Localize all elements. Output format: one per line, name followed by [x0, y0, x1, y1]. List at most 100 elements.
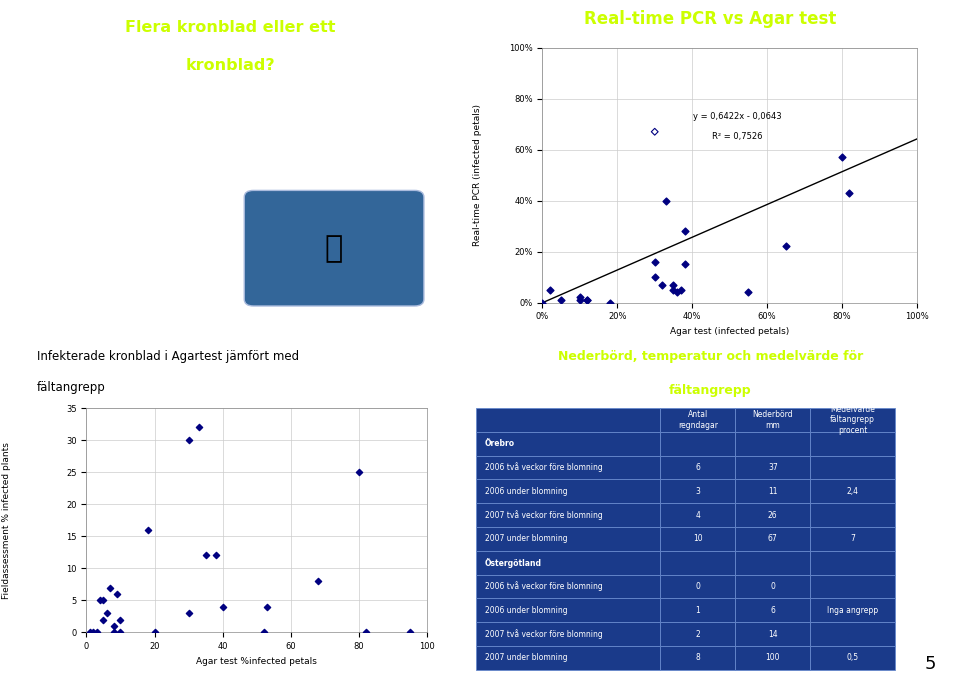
Text: kommersiell lysis buffer: kommersiell lysis buffer	[18, 248, 158, 258]
Bar	[476, 575, 660, 598]
Text: Medelvärde
fältangrepp
procent: Medelvärde fältangrepp procent	[830, 405, 876, 435]
Text: 6: 6	[695, 463, 701, 472]
Point	[602, 297, 617, 308]
Text: 2007 två veckor före blomning: 2007 två veckor före blomning	[485, 510, 603, 520]
Text: Inga angrepp: Inga angrepp	[828, 606, 878, 615]
Text: 8: 8	[696, 653, 700, 662]
X-axis label: Agar test (infected petals): Agar test (infected petals)	[670, 327, 789, 336]
Text: Nederbörd
mm: Nederbörd mm	[753, 410, 793, 430]
Bar	[810, 622, 895, 646]
Point	[113, 627, 129, 638]
Text: kronblad?: kronblad?	[185, 58, 276, 73]
Bar	[476, 503, 660, 527]
Bar	[735, 456, 810, 479]
Point	[99, 608, 114, 619]
Text: 37: 37	[768, 463, 778, 472]
Point	[572, 292, 588, 303]
Point	[647, 271, 662, 283]
Text: 2007 två veckor före blomning: 2007 två veckor före blomning	[485, 629, 603, 639]
Point	[669, 287, 684, 298]
Text: • Strategi 2 – bestämma frekvensen: • Strategi 2 – bestämma frekvensen	[18, 95, 222, 105]
Text: 5: 5	[924, 656, 936, 673]
Text: • För DNA extraktion användes en: • För DNA extraktion användes en	[18, 218, 209, 228]
Point	[85, 627, 101, 638]
Point	[191, 422, 206, 432]
Text: Örebro: Örebro	[485, 439, 516, 448]
Point	[677, 259, 692, 270]
Text: 1: 1	[696, 606, 700, 615]
Point	[96, 595, 111, 606]
Point	[92, 595, 108, 606]
FancyBboxPatch shape	[244, 190, 424, 306]
Bar	[810, 408, 895, 432]
Point	[113, 614, 129, 625]
Point	[741, 287, 756, 298]
Point	[106, 627, 121, 638]
Bar	[735, 575, 810, 598]
Text: 2,4: 2,4	[847, 487, 858, 496]
Bar	[735, 479, 810, 503]
Y-axis label: Fieldassessment % infected plants: Fieldassessment % infected plants	[3, 442, 12, 598]
Text: 100: 100	[765, 653, 780, 662]
Point	[402, 627, 418, 638]
Bar	[660, 527, 735, 551]
Text: 2007 under blomning: 2007 under blomning	[485, 653, 567, 662]
Point	[198, 550, 213, 561]
Text: 2007 under blomning: 2007 under blomning	[485, 534, 567, 543]
Text: Infekterade kronblad i Agartest jämfört med: Infekterade kronblad i Agartest jämfört …	[36, 350, 299, 363]
Point	[256, 627, 272, 638]
Bar	[476, 432, 660, 456]
Text: 2006 två veckor före blomning: 2006 två veckor före blomning	[485, 462, 603, 473]
Point	[677, 226, 692, 237]
Point	[553, 294, 568, 305]
Text: y = 0,6422x - 0,0643: y = 0,6422x - 0,0643	[693, 112, 781, 121]
Text: 0: 0	[770, 582, 776, 591]
Bar	[660, 408, 735, 432]
Point	[665, 284, 681, 295]
Text: 3: 3	[695, 487, 701, 496]
X-axis label: Agar test %infected petals: Agar test %infected petals	[197, 657, 317, 666]
Bar	[810, 479, 895, 503]
Text: 10: 10	[693, 534, 703, 543]
Y-axis label: Real-time PCR (infected petals): Real-time PCR (infected petals)	[473, 104, 483, 246]
Point	[673, 284, 688, 295]
Bar	[660, 479, 735, 503]
Point	[659, 195, 674, 206]
Point	[542, 284, 558, 295]
Point	[215, 601, 230, 612]
Point	[834, 152, 850, 163]
Point	[665, 279, 681, 290]
Text: Antal
regndagar: Antal regndagar	[678, 410, 718, 430]
Point	[535, 297, 550, 308]
Point	[647, 256, 662, 267]
Bar	[476, 408, 660, 432]
Bar	[810, 503, 895, 527]
Bar	[476, 598, 660, 622]
Bar	[660, 622, 735, 646]
Text: 2006 under blomning: 2006 under blomning	[485, 487, 567, 496]
Point	[655, 279, 670, 290]
Text: 2006 två veckor före blomning: 2006 två veckor före blomning	[485, 581, 603, 592]
Bar	[476, 646, 660, 670]
Point	[96, 614, 111, 625]
Text: infekterade kronblad (%) genom att: infekterade kronblad (%) genom att	[18, 126, 227, 136]
Text: 4: 4	[695, 511, 701, 520]
Bar	[660, 456, 735, 479]
Point	[208, 550, 224, 561]
Bar	[735, 551, 810, 575]
Bar	[735, 432, 810, 456]
Bar	[476, 551, 660, 575]
Point	[358, 627, 373, 638]
Point	[103, 582, 118, 593]
Bar	[810, 575, 895, 598]
Text: Real-time PCR vs Agar test: Real-time PCR vs Agar test	[585, 10, 836, 28]
Text: 7: 7	[851, 534, 855, 543]
Point	[310, 576, 325, 587]
Text: Östergötland: Östergötland	[485, 558, 542, 568]
Text: analysera enskilda kronblad: analysera enskilda kronblad	[18, 156, 182, 167]
Point	[106, 621, 121, 632]
Bar	[810, 551, 895, 575]
Bar	[735, 527, 810, 551]
Bar	[810, 527, 895, 551]
Text: 2: 2	[696, 630, 700, 639]
